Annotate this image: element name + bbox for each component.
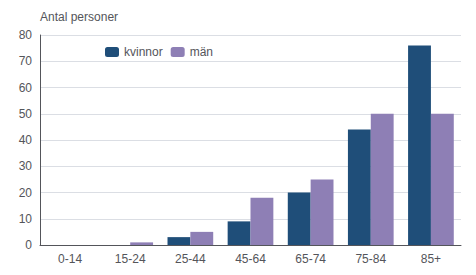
svg-text:40: 40 (19, 133, 33, 147)
svg-text:25-44: 25-44 (175, 252, 206, 266)
svg-text:70: 70 (19, 54, 33, 68)
svg-text:0: 0 (25, 238, 32, 252)
svg-text:75-84: 75-84 (355, 252, 386, 266)
svg-text:10: 10 (19, 212, 33, 226)
svg-text:20: 20 (19, 186, 33, 200)
svg-text:50: 50 (19, 107, 33, 121)
svg-text:80: 80 (19, 28, 33, 42)
svg-text:65-74: 65-74 (295, 252, 326, 266)
svg-text:kvinnor: kvinnor (124, 45, 163, 59)
svg-text:män: män (190, 45, 213, 59)
svg-text:30: 30 (19, 159, 33, 173)
svg-text:0-14: 0-14 (58, 252, 82, 266)
svg-text:85+: 85+ (421, 252, 441, 266)
svg-text:15-24: 15-24 (115, 252, 146, 266)
svg-text:45-64: 45-64 (235, 252, 266, 266)
svg-text:Antal personer: Antal personer (40, 10, 118, 24)
svg-text:60: 60 (19, 81, 33, 95)
